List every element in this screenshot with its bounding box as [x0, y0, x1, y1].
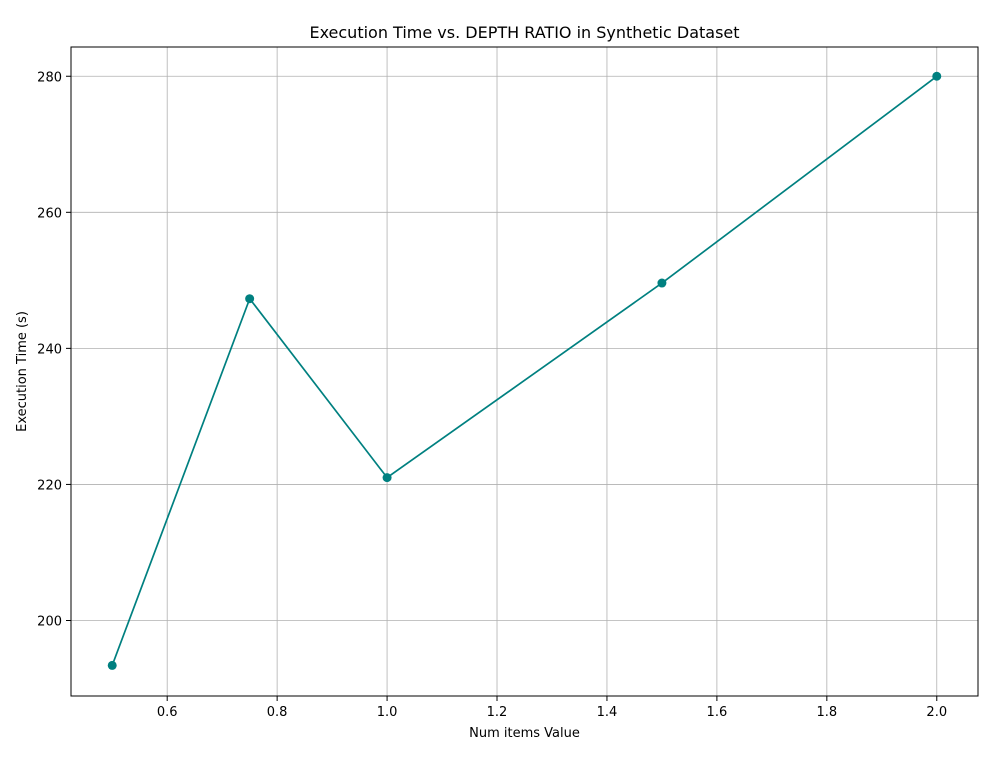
- data-point: [107, 660, 117, 670]
- y-tick-label: 200: [37, 614, 62, 629]
- y-axis-ticks: 200 220 240 260 280: [37, 70, 71, 629]
- series-layer: [107, 71, 942, 670]
- x-tick-label: 0.8: [267, 705, 288, 720]
- grid-lines: [71, 47, 978, 696]
- data-point: [932, 71, 942, 81]
- x-tick-label: 1.8: [816, 705, 837, 720]
- y-tick-label: 260: [37, 206, 62, 221]
- x-axis-ticks: 0.6 0.8 1.0 1.2 1.4 1.6 1.8 2.0: [157, 696, 947, 720]
- y-tick-label: 220: [37, 478, 62, 493]
- x-tick-label: 2.0: [926, 705, 947, 720]
- x-tick-label: 0.6: [157, 705, 178, 720]
- plot-frame: [70, 46, 979, 697]
- data-point: [657, 278, 667, 288]
- y-tick-label: 280: [37, 70, 62, 85]
- x-tick-label: 1.6: [707, 705, 728, 720]
- x-axis-label: Num items Value: [469, 726, 580, 741]
- x-tick-label: 1.0: [377, 705, 398, 720]
- y-axis-label: Execution Time (s): [15, 311, 30, 432]
- y-tick-label: 240: [37, 342, 62, 357]
- data-point: [382, 473, 392, 483]
- x-tick-label: 1.2: [487, 705, 508, 720]
- data-point: [245, 294, 255, 304]
- x-tick-label: 1.4: [597, 705, 618, 720]
- chart-title: Execution Time vs. DEPTH RATIO in Synthe…: [309, 23, 739, 42]
